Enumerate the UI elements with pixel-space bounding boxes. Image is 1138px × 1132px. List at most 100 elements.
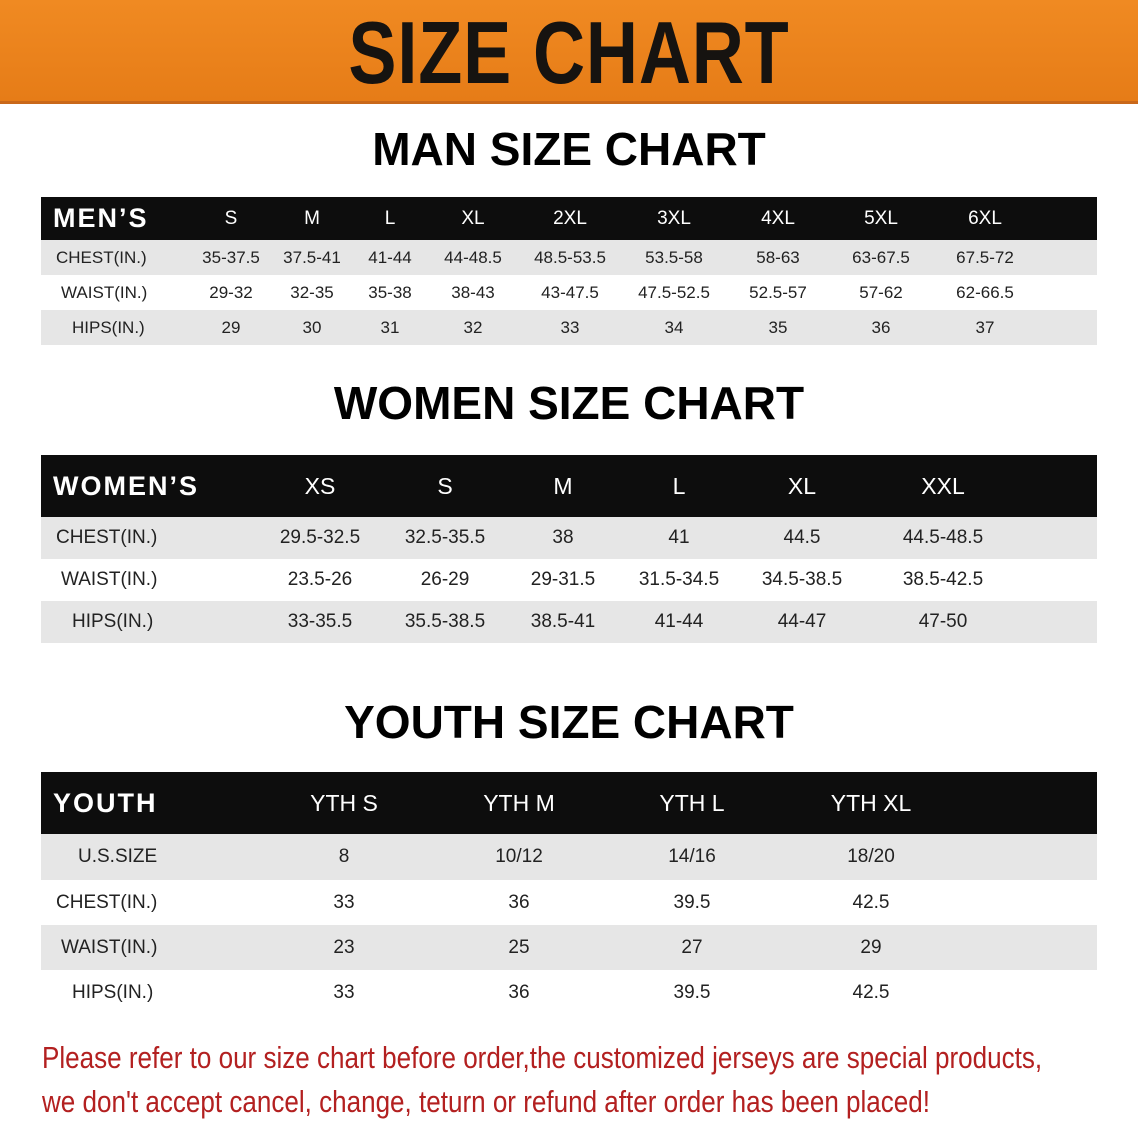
table-cell: 38-43 (451, 282, 495, 302)
header-label: YOUTH (53, 787, 158, 818)
row-label: HIPS(IN.) (72, 981, 154, 1003)
table-cell: 39.5 (673, 891, 711, 913)
row-label: HIPS(IN.) (72, 611, 154, 632)
row-label: CHEST(IN.) (56, 247, 147, 267)
table-cell: 52.5-57 (749, 282, 807, 302)
table-cell: 25 (508, 936, 530, 958)
table-cell: 39.5 (673, 981, 711, 1003)
header-label: MEN’S (53, 203, 149, 233)
table-row: CHEST(IN.) 35-37.5 37.5-41 41-44 44-48.5 48.5… (41, 240, 1097, 275)
table-cell: 37.5-41 (283, 247, 341, 267)
table-cell: 58-63 (756, 247, 800, 267)
table-row: WAIST(IN.) 23.5-26 26-29 29-31.5 31.5-34.5 34… (41, 559, 1097, 601)
table-cell: 31.5-34.5 (638, 569, 720, 590)
table-row: CHEST(IN.) 33 36 39.5 42.5 (41, 880, 1097, 925)
table-cell: 35.5-38.5 (404, 611, 486, 632)
size-header: XXL (921, 472, 965, 499)
table-cell: 29 (860, 936, 882, 958)
banner: SIZE CHART (0, 0, 1138, 104)
size-header: 5XL (864, 207, 898, 229)
men-header-row: MEN’S S M L XL 2XL 3XL 4XL 5XL 6XL (41, 197, 1097, 240)
table-cell: 44-47 (777, 611, 827, 632)
table-cell: 29.5-32.5 (279, 527, 361, 548)
table-cell: 63-67.5 (852, 247, 910, 267)
size-header: S (437, 472, 453, 499)
size-header: YTH XL (830, 789, 912, 816)
table-cell: 29 (221, 317, 241, 337)
table-cell: 36 (508, 981, 530, 1003)
page-title: SIZE CHART (348, 3, 790, 102)
table-cell: 44.5-48.5 (902, 527, 984, 548)
men-size-table: MEN’S S M L XL 2XL 3XL 4XL 5XL 6XL CHEST(IN.) 35-37… (41, 197, 1097, 345)
row-label: WAIST(IN.) (61, 936, 158, 958)
table-cell: 48.5-53.5 (534, 247, 606, 267)
table-cell: 33-35.5 (287, 611, 353, 632)
table-row: HIPS(IN.) 33-35.5 35.5-38.5 38.5-41 41-44 44-… (41, 601, 1097, 643)
table-cell: 41 (668, 527, 690, 548)
table-row: HIPS(IN.) 33 36 39.5 42.5 (41, 970, 1097, 1015)
table-cell: 32.5-35.5 (404, 527, 486, 548)
size-header: 3XL (657, 207, 691, 229)
men-section-title: MAN SIZE CHART (372, 123, 766, 175)
table-cell: 29-31.5 (530, 569, 596, 590)
table-cell: 57-62 (859, 282, 903, 302)
size-header: L (384, 207, 396, 229)
table-cell: 43-47.5 (541, 282, 599, 302)
table-cell: 33 (333, 891, 355, 913)
size-header: M (553, 472, 573, 499)
table-cell: 29-32 (209, 282, 253, 302)
table-cell: 34 (664, 317, 684, 337)
table-cell: 31 (380, 317, 400, 337)
table-cell: 10/12 (495, 846, 543, 867)
table-cell: 14/16 (668, 846, 716, 867)
row-label: CHEST(IN.) (56, 891, 158, 913)
women-section-title: WOMEN SIZE CHART (333, 377, 805, 429)
table-cell: 38 (552, 527, 574, 548)
size-header: 2XL (553, 207, 587, 229)
youth-section-title: YOUTH SIZE CHART (344, 696, 794, 748)
table-cell: 36 (508, 891, 530, 913)
table-cell: 44-48.5 (444, 247, 502, 267)
table-row: WAIST(IN.) 23 25 27 29 (41, 925, 1097, 970)
table-cell: 32 (463, 317, 483, 337)
size-header: M (304, 207, 320, 229)
table-cell: 35 (768, 317, 788, 337)
table-row: HIPS(IN.) 29 30 31 32 33 34 35 36 37 (41, 310, 1097, 345)
size-header: YTH M (483, 789, 555, 816)
table-cell: 41-44 (654, 611, 704, 632)
table-cell: 38.5-41 (530, 611, 596, 632)
size-header: XL (461, 207, 485, 229)
size-header: L (672, 472, 686, 499)
table-cell: 35-37.5 (202, 247, 260, 267)
notice-line: Please refer to our size chart before or… (42, 1040, 1043, 1075)
table-row: CHEST(IN.) 29.5-32.5 32.5-35.5 38 41 44.5 44.5… (41, 517, 1097, 559)
size-header: 6XL (968, 207, 1002, 229)
table-cell: 33 (560, 317, 580, 337)
women-header-row: WOMEN’S XS S M L XL XXL (41, 455, 1097, 517)
table-cell: 67.5-72 (956, 247, 1014, 267)
table-cell: 47-50 (918, 611, 968, 632)
table-cell: 42.5 (852, 891, 890, 913)
table-row: WAIST(IN.) 29-32 32-35 35-38 38-43 43-47.5 47.… (41, 275, 1097, 310)
youth-header-row: YOUTH YTH S YTH M YTH L YTH XL (41, 772, 1097, 834)
size-header: YTH L (659, 789, 725, 816)
row-label: U.S.SIZE (78, 846, 158, 867)
size-header: YTH S (310, 789, 378, 816)
table-cell: 47.5-52.5 (638, 282, 710, 302)
table-cell: 26-29 (420, 569, 470, 590)
size-header: XS (304, 472, 336, 499)
table-cell: 27 (681, 936, 703, 958)
table-cell: 36 (871, 317, 891, 337)
table-cell: 37 (975, 317, 995, 337)
table-cell: 41-44 (368, 247, 412, 267)
row-label: CHEST(IN.) (56, 527, 158, 548)
header-label: WOMEN’S (53, 470, 199, 501)
row-label: HIPS(IN.) (72, 317, 145, 337)
size-header: 4XL (761, 207, 795, 229)
table-cell: 23.5-26 (287, 569, 353, 590)
table-cell: 44.5 (783, 527, 821, 548)
table-cell: 23 (333, 936, 355, 958)
table-cell: 30 (302, 317, 322, 337)
order-notice: Please refer to our size chart before or… (42, 1036, 1042, 1124)
table-cell: 33 (333, 981, 355, 1003)
